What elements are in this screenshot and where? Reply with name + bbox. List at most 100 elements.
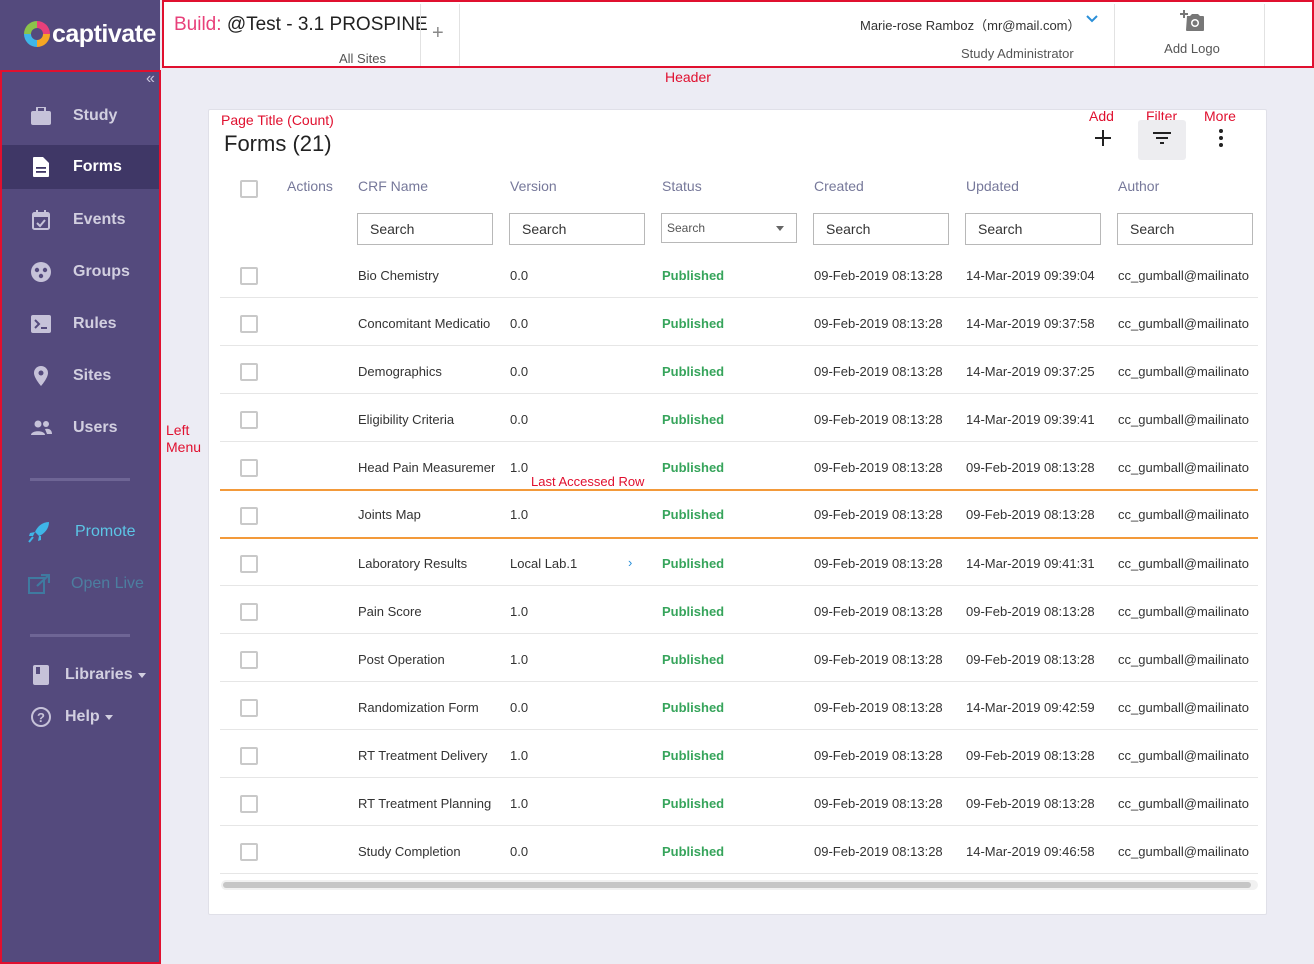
crf-name-cell[interactable]: Post Operation bbox=[358, 652, 445, 667]
crf-name-cell[interactable]: Bio Chemistry bbox=[358, 268, 439, 283]
table-row[interactable]: Laboratory Results Local Lab.1 › Publish… bbox=[220, 538, 1258, 586]
sidebar-item-sites[interactable]: Sites bbox=[0, 354, 160, 398]
created-cell: 09-Feb-2019 08:13:28 bbox=[814, 364, 943, 379]
table-row[interactable]: Eligibility Criteria 0.0 Published 09-Fe… bbox=[220, 394, 1258, 442]
column-header-updated[interactable]: Updated bbox=[966, 178, 1019, 194]
column-header-author[interactable]: Author bbox=[1118, 178, 1160, 194]
app-logo[interactable]: captivate bbox=[0, 0, 160, 68]
table-row-last-accessed[interactable]: Joints Map 1.0 Published 09-Feb-2019 08:… bbox=[220, 489, 1258, 539]
sidebar-item-events[interactable]: Events bbox=[0, 198, 160, 242]
location-pin-icon bbox=[30, 365, 52, 387]
column-header-version[interactable]: Version bbox=[510, 178, 557, 194]
row-checkbox[interactable] bbox=[240, 843, 258, 861]
help-menu[interactable]: ? Help bbox=[0, 695, 160, 739]
row-checkbox[interactable] bbox=[240, 459, 258, 477]
status-cell: Published bbox=[662, 796, 725, 811]
build-name: @Test - 3.1 PROSPINE bbox=[226, 14, 428, 35]
sidebar-item-groups[interactable]: Groups bbox=[0, 250, 160, 294]
table-row[interactable]: Concomitant Medicatio 0.0 Published 09-F… bbox=[220, 298, 1258, 346]
version-expand-chevron-icon[interactable]: › bbox=[628, 555, 633, 570]
table-row[interactable]: Pain Score 1.0 Published 09-Feb-2019 08:… bbox=[220, 586, 1258, 634]
table-row[interactable]: Demographics 0.0 Published 09-Feb-2019 0… bbox=[220, 346, 1258, 394]
version-cell: 1.0 bbox=[510, 507, 529, 522]
version-cell: 0.0 bbox=[510, 844, 529, 859]
version-cell: 1.0 bbox=[510, 796, 529, 811]
user-name[interactable]: Marie-rose Ramboz（mr@mail.com） bbox=[860, 18, 1081, 33]
sidebar-item-users[interactable]: Users bbox=[0, 406, 160, 450]
row-checkbox[interactable] bbox=[240, 267, 258, 285]
row-checkbox[interactable] bbox=[240, 507, 258, 525]
table-row[interactable]: RT Treatment Delivery 1.0 Published 09-F… bbox=[220, 730, 1258, 778]
sidebar-item-study[interactable]: Study bbox=[0, 94, 160, 138]
chevron-down-icon bbox=[104, 714, 113, 720]
crf-name-cell[interactable]: Eligibility Criteria bbox=[358, 412, 455, 427]
column-header-created[interactable]: Created bbox=[814, 178, 864, 194]
version-cell: 1.0 bbox=[510, 604, 529, 619]
scrollbar-thumb[interactable] bbox=[223, 882, 1251, 888]
header: Build: @Test - 3.1 PROSPINE All Sites + … bbox=[162, 0, 1314, 68]
build-label: Build: bbox=[174, 14, 222, 35]
updated-cell: 09-Feb-2019 08:13:28 bbox=[966, 460, 1095, 475]
crf-name-cell[interactable]: Joints Map bbox=[358, 507, 421, 522]
row-checkbox[interactable] bbox=[240, 651, 258, 669]
crf-name-cell[interactable]: Pain Score bbox=[358, 604, 422, 619]
updated-search-input[interactable] bbox=[965, 213, 1101, 245]
more-options-button[interactable] bbox=[1197, 120, 1245, 160]
status-filter-select[interactable]: Search bbox=[661, 213, 797, 243]
site-selector[interactable]: All Sites bbox=[339, 51, 386, 66]
horizontal-scrollbar[interactable] bbox=[221, 880, 1258, 890]
crf-name-search-input[interactable] bbox=[357, 213, 493, 245]
crf-name-cell[interactable]: RT Treatment Planning bbox=[358, 796, 492, 811]
table-row[interactable]: Post Operation 1.0 Published 09-Feb-2019… bbox=[220, 634, 1258, 682]
row-checkbox[interactable] bbox=[240, 603, 258, 621]
version-search-input[interactable] bbox=[509, 213, 645, 245]
sidebar-item-label: Forms bbox=[73, 158, 122, 175]
crf-name-cell[interactable]: RT Treatment Delivery bbox=[358, 748, 488, 763]
filter-button[interactable] bbox=[1138, 120, 1186, 160]
row-checkbox[interactable] bbox=[240, 795, 258, 813]
row-checkbox[interactable] bbox=[240, 747, 258, 765]
author-cell: cc_gumball@mailinato bbox=[1118, 268, 1249, 283]
author-cell: cc_gumball@mailinato bbox=[1118, 556, 1249, 571]
crf-name-cell[interactable]: Study Completion bbox=[358, 844, 461, 859]
crf-name-cell[interactable]: Randomization Form bbox=[358, 700, 479, 715]
table-row[interactable]: Head Pain Measuremen 1.0 Published 09-Fe… bbox=[220, 442, 1258, 490]
sidebar-item-forms[interactable]: Forms bbox=[0, 145, 160, 189]
user-menu-chevron-icon[interactable] bbox=[1086, 11, 1098, 26]
add-form-button[interactable] bbox=[1079, 120, 1127, 160]
table-row[interactable]: RT Treatment Planning 1.0 Published 09-F… bbox=[220, 778, 1258, 826]
crf-name-cell[interactable]: Demographics bbox=[358, 364, 442, 379]
created-search-input[interactable] bbox=[813, 213, 949, 245]
author-cell: cc_gumball@mailinato bbox=[1118, 604, 1249, 619]
row-checkbox[interactable] bbox=[240, 315, 258, 333]
crf-name-cell[interactable]: Head Pain Measuremen bbox=[358, 460, 495, 475]
row-checkbox[interactable] bbox=[240, 699, 258, 717]
table-row[interactable]: Bio Chemistry 0.0 Published 09-Feb-2019 … bbox=[220, 250, 1258, 298]
table-row[interactable]: Randomization Form 0.0 Published 09-Feb-… bbox=[220, 682, 1258, 730]
created-cell: 09-Feb-2019 08:13:28 bbox=[814, 652, 943, 667]
build-title[interactable]: Build: @Test - 3.1 PROSPINE bbox=[174, 14, 428, 36]
collapse-sidebar-icon[interactable]: « bbox=[146, 70, 155, 87]
author-cell: cc_gumball@mailinato bbox=[1118, 748, 1249, 763]
libraries-menu[interactable]: Libraries bbox=[0, 653, 160, 697]
row-checkbox[interactable] bbox=[240, 411, 258, 429]
add-tab-button[interactable]: + bbox=[432, 22, 444, 44]
status-cell: Published bbox=[662, 316, 725, 331]
table-row[interactable]: Study Completion 0.0 Published 09-Feb-20… bbox=[220, 826, 1258, 874]
external-link-icon bbox=[28, 573, 50, 595]
promote-button[interactable]: Promote bbox=[0, 510, 160, 554]
open-live-button[interactable]: Open Live bbox=[0, 562, 160, 606]
row-checkbox[interactable] bbox=[240, 363, 258, 381]
updated-cell: 09-Feb-2019 08:13:28 bbox=[966, 507, 1095, 522]
crf-name-cell[interactable]: Laboratory Results bbox=[358, 556, 468, 571]
add-logo-label: Add Logo bbox=[1164, 41, 1220, 56]
crf-name-cell[interactable]: Concomitant Medicatio bbox=[358, 316, 491, 331]
status-cell: Published bbox=[662, 268, 725, 283]
author-search-input[interactable] bbox=[1117, 213, 1253, 245]
column-header-crf-name[interactable]: CRF Name bbox=[358, 178, 429, 194]
select-all-checkbox[interactable] bbox=[240, 180, 258, 198]
row-checkbox[interactable] bbox=[240, 555, 258, 573]
sidebar-item-rules[interactable]: Rules bbox=[0, 302, 160, 346]
add-logo-button[interactable]: Add Logo bbox=[1132, 10, 1252, 58]
column-header-status[interactable]: Status bbox=[662, 178, 702, 194]
